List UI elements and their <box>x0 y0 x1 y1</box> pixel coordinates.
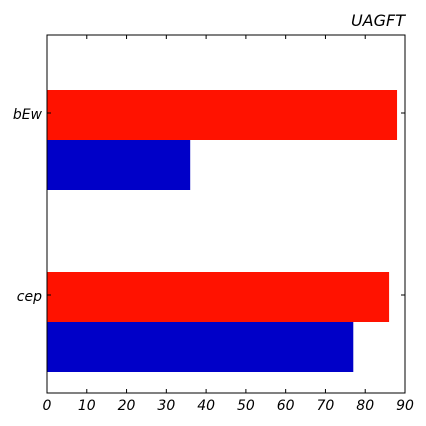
x-tick-label-20: 20 <box>118 398 136 414</box>
bar-bEw-series-1 <box>47 90 398 140</box>
x-tick-label-50: 50 <box>237 398 255 414</box>
x-tick-label-10: 10 <box>78 398 96 414</box>
bar-cep-series-1 <box>47 272 390 322</box>
y-tick-label-cep: cep <box>17 289 42 305</box>
x-tick-label-60: 60 <box>277 398 295 414</box>
bar-cep-series-2 <box>47 322 354 372</box>
plot-frame <box>46 34 406 394</box>
x-tick-label-0: 0 <box>43 398 52 414</box>
x-tick-label-90: 90 <box>396 398 414 414</box>
chart-title: UAGFT <box>351 11 406 30</box>
bars-layer <box>47 90 398 372</box>
x-tick-label-30: 30 <box>157 398 175 414</box>
x-tick-label-40: 40 <box>197 398 215 414</box>
x-tick-label-80: 80 <box>356 398 374 414</box>
ticks-layer: bEw cep 0 10 20 30 40 50 60 70 80 90 <box>13 35 414 414</box>
y-tick-label-bEw: bEw <box>13 107 43 123</box>
x-tick-label-70: 70 <box>317 398 335 414</box>
bar-bEw-series-2 <box>47 140 191 190</box>
